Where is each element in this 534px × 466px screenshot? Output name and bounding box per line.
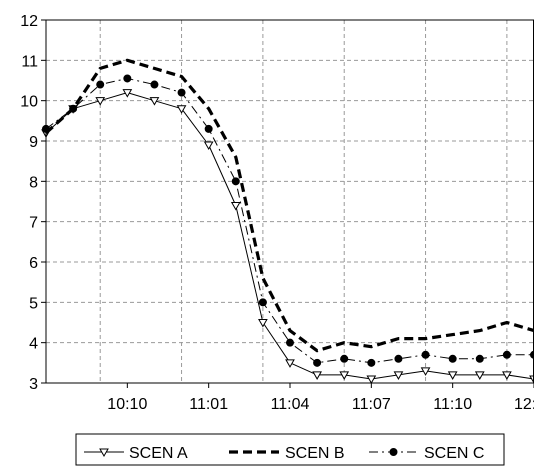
y-tick-label: 4 [29,336,38,353]
data-point [447,371,458,380]
series-line [44,58,534,353]
series-line [45,78,534,364]
series-line [45,92,534,380]
legend-item: SCEN C [369,445,484,462]
data-point [286,338,294,347]
legend-label: SCEN C [424,445,484,462]
data-point [313,358,322,367]
data-point [230,202,241,211]
data-point [393,371,404,380]
y-axis: 3 4 5 6 7 8 9 10 11 12 [20,13,46,393]
data-point [312,371,322,380]
data-point [149,97,160,106]
data-point [99,448,109,458]
legend-item: SCEN B [229,445,345,462]
data-point [231,177,240,186]
data-point [285,359,295,368]
data-point [95,97,106,106]
legend-label: SCEN A [129,445,188,462]
data-point [96,80,105,89]
data-point [502,350,511,359]
data-point [258,319,268,328]
data-point [475,354,484,363]
x-tick-label: 11:07 [352,396,391,413]
y-tick-label: 7 [29,215,38,232]
data-point [502,371,512,380]
data-point [367,358,376,367]
data-point [258,298,267,307]
x-tick-label: 11:10 [433,396,472,413]
data-point [340,354,349,363]
data-point [69,104,78,113]
y-tick-label: 12 [20,13,38,30]
x-tick-label: 10:10 [107,396,147,413]
data-point [366,375,377,384]
y-tick-label: 9 [29,134,38,151]
data-point [123,74,132,83]
series-scen-b [44,58,534,353]
legend: SCEN A SCEN B SCEN C [75,433,505,466]
data-point [339,371,350,380]
legend-item: SCEN A [84,445,188,462]
y-tick-label: 5 [29,295,38,312]
data-point [176,105,187,114]
legend-label: SCEN B [285,445,345,462]
x-tick-label: 11:01 [189,396,228,413]
data-point [394,354,403,363]
data-point [389,448,398,456]
x-tick-label: 12:01 [514,396,534,413]
data-point [420,367,431,376]
y-tick-label: 10 [20,94,38,111]
y-tick-label: 6 [29,255,38,272]
series-group [41,58,534,384]
y-tick-label: 3 [29,376,38,393]
x-axis: 10:10 11:01 11:04 11:07 11:10 12:01 [107,383,534,413]
data-point [150,80,159,89]
data-point [421,350,430,359]
data-point [474,371,485,380]
data-point [204,124,213,133]
y-tick-label: 8 [29,174,38,191]
data-point [203,141,214,151]
data-point [177,88,186,97]
data-point [448,354,457,363]
data-point [122,89,133,98]
legend-box [75,433,505,466]
series-scen-c [42,74,534,367]
y-tick-label: 11 [21,53,38,70]
x-tick-label: 11:04 [271,396,310,413]
